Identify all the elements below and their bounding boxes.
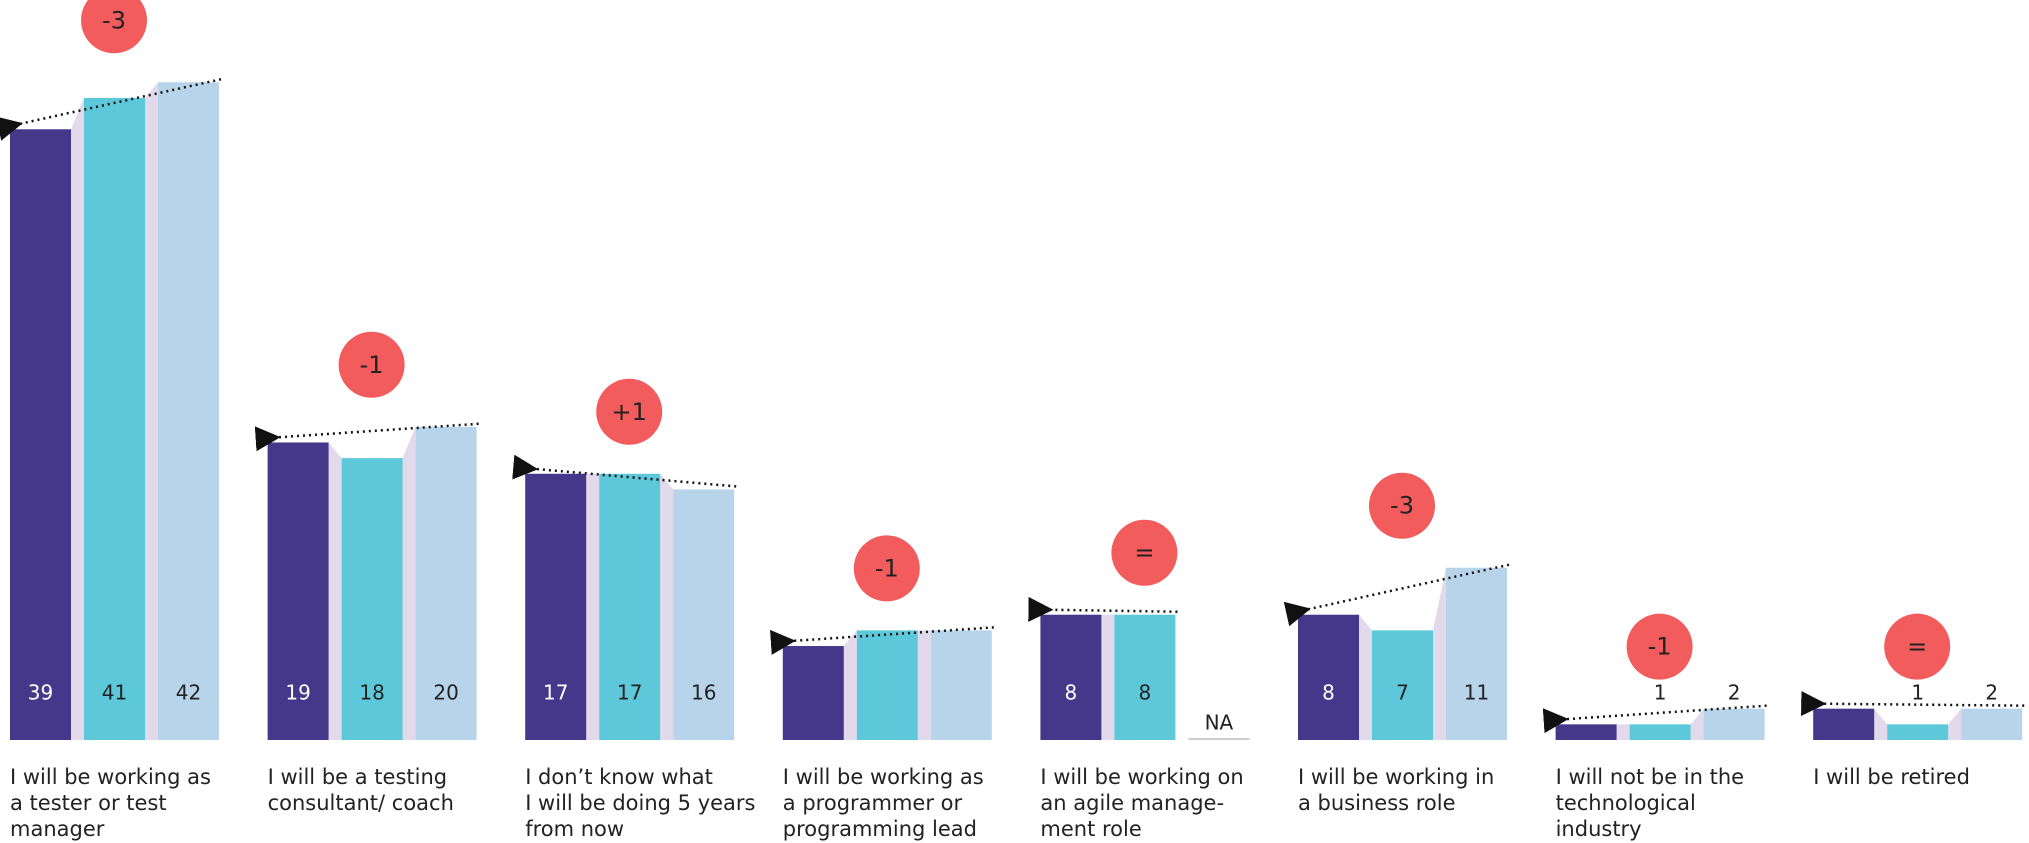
change-badge bbox=[1884, 613, 1951, 680]
value-label: 20 bbox=[433, 681, 458, 705]
bar bbox=[525, 473, 587, 740]
bar bbox=[267, 442, 329, 740]
value-label: 2 bbox=[1728, 681, 1741, 705]
value-label: 7 bbox=[1396, 681, 1409, 705]
change-label: = bbox=[1134, 539, 1154, 567]
value-label: 41 bbox=[102, 681, 127, 705]
connector bbox=[328, 442, 342, 740]
bar bbox=[341, 458, 403, 740]
connector bbox=[1359, 614, 1372, 740]
bar bbox=[673, 489, 735, 740]
connector bbox=[402, 426, 416, 740]
change-badge bbox=[338, 331, 405, 398]
value-label: 2 bbox=[1985, 681, 1998, 705]
value-label: 11 bbox=[1464, 681, 1489, 705]
category-label: I will be working as a tester or test mana… bbox=[10, 765, 211, 841]
value-label: NA bbox=[1205, 711, 1234, 735]
trend-arrow bbox=[1283, 563, 1510, 627]
bar bbox=[930, 630, 992, 740]
bar bbox=[1629, 724, 1691, 740]
category-label: I will be a testing consultant/ coach bbox=[268, 765, 454, 815]
bar bbox=[1114, 614, 1176, 740]
value-label: 8 bbox=[1139, 681, 1152, 705]
bar bbox=[1961, 708, 2023, 740]
connector bbox=[660, 473, 674, 740]
change-label: -1 bbox=[360, 351, 384, 379]
value-label: 2 bbox=[1837, 681, 1850, 705]
value-label: 1 bbox=[1911, 681, 1924, 705]
trend-arrow bbox=[1542, 704, 1767, 734]
bar bbox=[856, 630, 918, 740]
category-label: I will not be in the technological industr… bbox=[1556, 765, 1745, 841]
value-label: 42 bbox=[176, 681, 201, 705]
change-label: -1 bbox=[1648, 633, 1672, 661]
connector bbox=[1690, 708, 1704, 740]
trend-arrow bbox=[254, 422, 479, 452]
trend-arrow bbox=[770, 626, 994, 655]
bar bbox=[1887, 724, 1949, 740]
bar bbox=[10, 129, 71, 740]
change-label: -3 bbox=[102, 6, 126, 34]
category-label: I will be working on an agile manage-ment… bbox=[1040, 765, 1243, 841]
value-label: 8 bbox=[1065, 681, 1078, 705]
bar bbox=[599, 473, 661, 740]
change-badge bbox=[853, 535, 920, 602]
bar bbox=[158, 82, 219, 740]
connector bbox=[1874, 708, 1888, 740]
trend-arrow bbox=[1028, 596, 1178, 622]
value-label: 1 bbox=[1580, 681, 1593, 705]
connector bbox=[1948, 708, 1962, 740]
change-label: +1 bbox=[612, 398, 647, 426]
change-badge bbox=[1111, 519, 1178, 586]
connector bbox=[1101, 614, 1115, 740]
bar bbox=[1372, 630, 1433, 740]
trend-arrow bbox=[1801, 690, 2025, 716]
category-label: I will be retired bbox=[1813, 765, 1970, 789]
change-label: = bbox=[1907, 633, 1927, 661]
change-label: -1 bbox=[875, 554, 899, 582]
value-label: 19 bbox=[285, 681, 310, 705]
value-label: 17 bbox=[543, 681, 568, 705]
change-badge bbox=[596, 378, 663, 445]
change-label: -3 bbox=[1390, 492, 1414, 520]
connector bbox=[586, 473, 600, 740]
bar bbox=[415, 426, 477, 740]
category-label: I will be working as a programmer or progr… bbox=[783, 765, 984, 841]
change-badge bbox=[81, 0, 147, 54]
category-label: I don’t know what I will be doing 5 years… bbox=[525, 765, 755, 841]
bar bbox=[782, 646, 844, 740]
change-badge bbox=[1626, 613, 1693, 680]
bar bbox=[1446, 567, 1507, 740]
value-label: 8 bbox=[1322, 681, 1335, 705]
connector bbox=[1616, 724, 1630, 740]
connector bbox=[71, 97, 84, 740]
bar bbox=[1703, 708, 1765, 740]
value-label: 18 bbox=[359, 681, 384, 705]
category-label: I will be working in a business role bbox=[1298, 765, 1494, 815]
bar bbox=[1813, 708, 1875, 740]
trend-arrow bbox=[512, 454, 737, 488]
bar bbox=[84, 97, 145, 740]
connector bbox=[917, 630, 931, 740]
bar bbox=[1040, 614, 1102, 740]
change-badge bbox=[1369, 472, 1435, 539]
value-label: 17 bbox=[617, 681, 642, 705]
value-label: 16 bbox=[691, 681, 716, 705]
connector bbox=[1433, 567, 1446, 740]
connector bbox=[843, 630, 857, 740]
connector bbox=[145, 82, 158, 740]
value-label: 39 bbox=[28, 681, 53, 705]
bar bbox=[1298, 614, 1359, 740]
bar bbox=[1555, 724, 1617, 740]
value-label: 1 bbox=[1654, 681, 1667, 705]
trend-arrow bbox=[0, 78, 222, 141]
